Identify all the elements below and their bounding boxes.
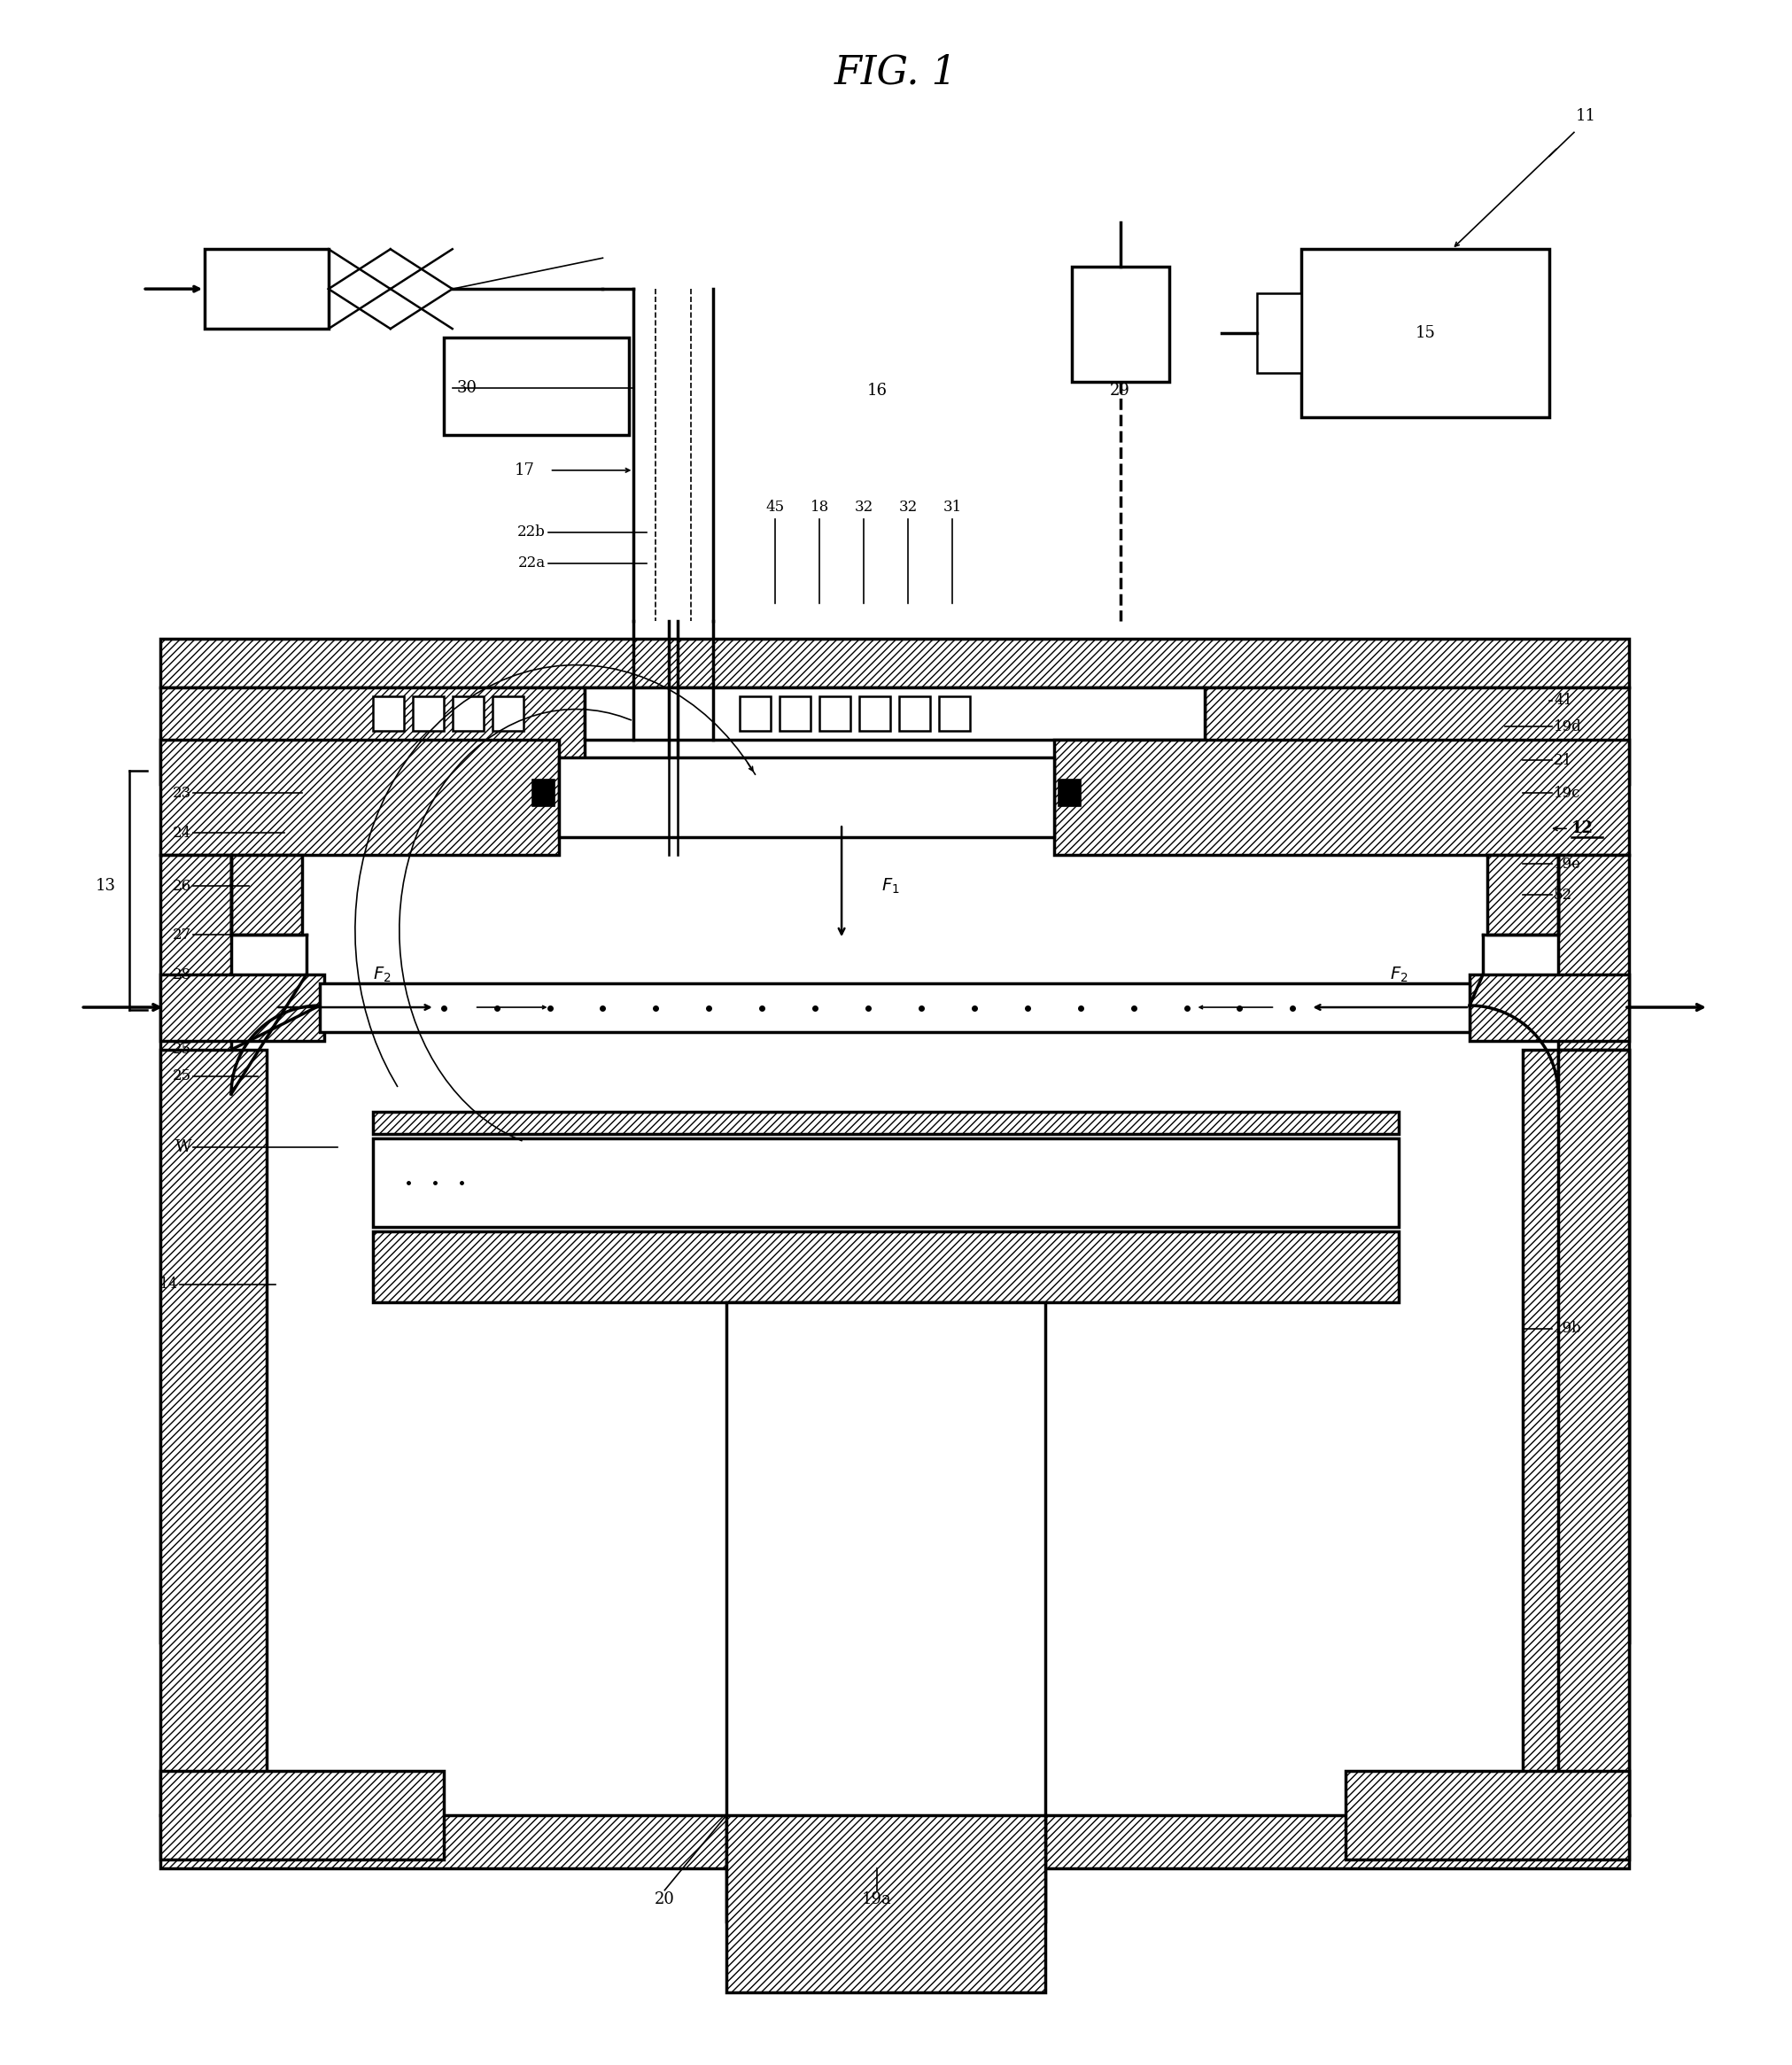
Bar [373, 1231, 1400, 1301]
Text: 12: 12 [1572, 820, 1593, 836]
Text: 45: 45 [765, 500, 785, 514]
Text: 41: 41 [1554, 692, 1573, 708]
Bar [161, 638, 1629, 688]
Bar [1346, 1772, 1629, 1859]
Bar [373, 1111, 1400, 1134]
Bar [939, 696, 969, 731]
Text: 31: 31 [943, 500, 962, 514]
Text: 19e: 19e [1554, 857, 1581, 871]
Bar [452, 696, 484, 731]
Bar [493, 696, 523, 731]
Bar [161, 975, 324, 1041]
Text: W: W [176, 1140, 192, 1154]
Text: 24: 24 [172, 826, 192, 840]
Text: 17: 17 [514, 463, 534, 479]
Bar [860, 696, 891, 731]
Bar [532, 781, 554, 807]
Bar [161, 739, 559, 855]
Text: $F_1$: $F_1$ [882, 878, 900, 896]
Bar [204, 250, 328, 328]
Text: 19a: 19a [862, 1892, 892, 1906]
Bar [900, 696, 930, 731]
Bar [161, 1815, 1629, 1869]
Text: 30: 30 [457, 380, 477, 396]
Bar [1204, 688, 1629, 785]
Text: 52: 52 [1554, 888, 1572, 902]
Text: 32: 32 [855, 500, 873, 514]
Bar [1557, 855, 1629, 1642]
Bar [161, 1049, 267, 1815]
Text: $F_2$: $F_2$ [373, 964, 391, 985]
Bar [726, 1301, 1045, 1920]
Bar [373, 1138, 1400, 1227]
Text: 18: 18 [810, 500, 830, 514]
Bar [412, 696, 444, 731]
Bar [319, 983, 1469, 1032]
Bar [1059, 781, 1081, 807]
Text: 13: 13 [95, 878, 116, 894]
Bar [444, 337, 629, 436]
Bar [559, 758, 1054, 838]
Text: 20: 20 [654, 1892, 676, 1906]
Bar [780, 696, 810, 731]
Bar [1054, 739, 1629, 855]
Text: 16: 16 [867, 382, 887, 399]
Bar [373, 696, 403, 731]
Text: 28: 28 [172, 966, 192, 983]
Text: 19b: 19b [1554, 1322, 1582, 1336]
Text: FIG. 1: FIG. 1 [833, 54, 957, 91]
Bar [1072, 266, 1168, 382]
Bar [161, 688, 584, 785]
Text: 15: 15 [1416, 324, 1435, 341]
Bar [161, 1772, 444, 1859]
Bar [1301, 250, 1550, 417]
Bar [1258, 293, 1301, 374]
Text: 32: 32 [898, 500, 918, 514]
Bar [231, 855, 303, 935]
Bar [161, 855, 231, 1642]
Bar [1469, 975, 1629, 1041]
Text: $F_2$: $F_2$ [1391, 964, 1409, 985]
Text: 19d: 19d [1554, 719, 1582, 735]
Text: 21: 21 [1554, 754, 1573, 768]
Text: 25: 25 [172, 1070, 192, 1084]
Bar [584, 688, 1204, 739]
Text: 25: 25 [172, 1043, 192, 1057]
Bar [1557, 1049, 1629, 1815]
Text: 23: 23 [172, 785, 192, 801]
Text: 26: 26 [172, 878, 192, 894]
Text: 19c: 19c [1554, 785, 1581, 801]
Bar [740, 696, 771, 731]
Bar [1523, 1049, 1629, 1815]
Text: 14: 14 [159, 1276, 177, 1293]
Text: 27: 27 [172, 927, 192, 942]
Bar [819, 696, 851, 731]
Bar [726, 1815, 1045, 1993]
Bar [1487, 855, 1557, 935]
Text: 11: 11 [1575, 109, 1597, 124]
Text: 22a: 22a [518, 555, 545, 570]
Text: 29: 29 [1109, 382, 1131, 399]
Text: 22b: 22b [518, 525, 545, 539]
